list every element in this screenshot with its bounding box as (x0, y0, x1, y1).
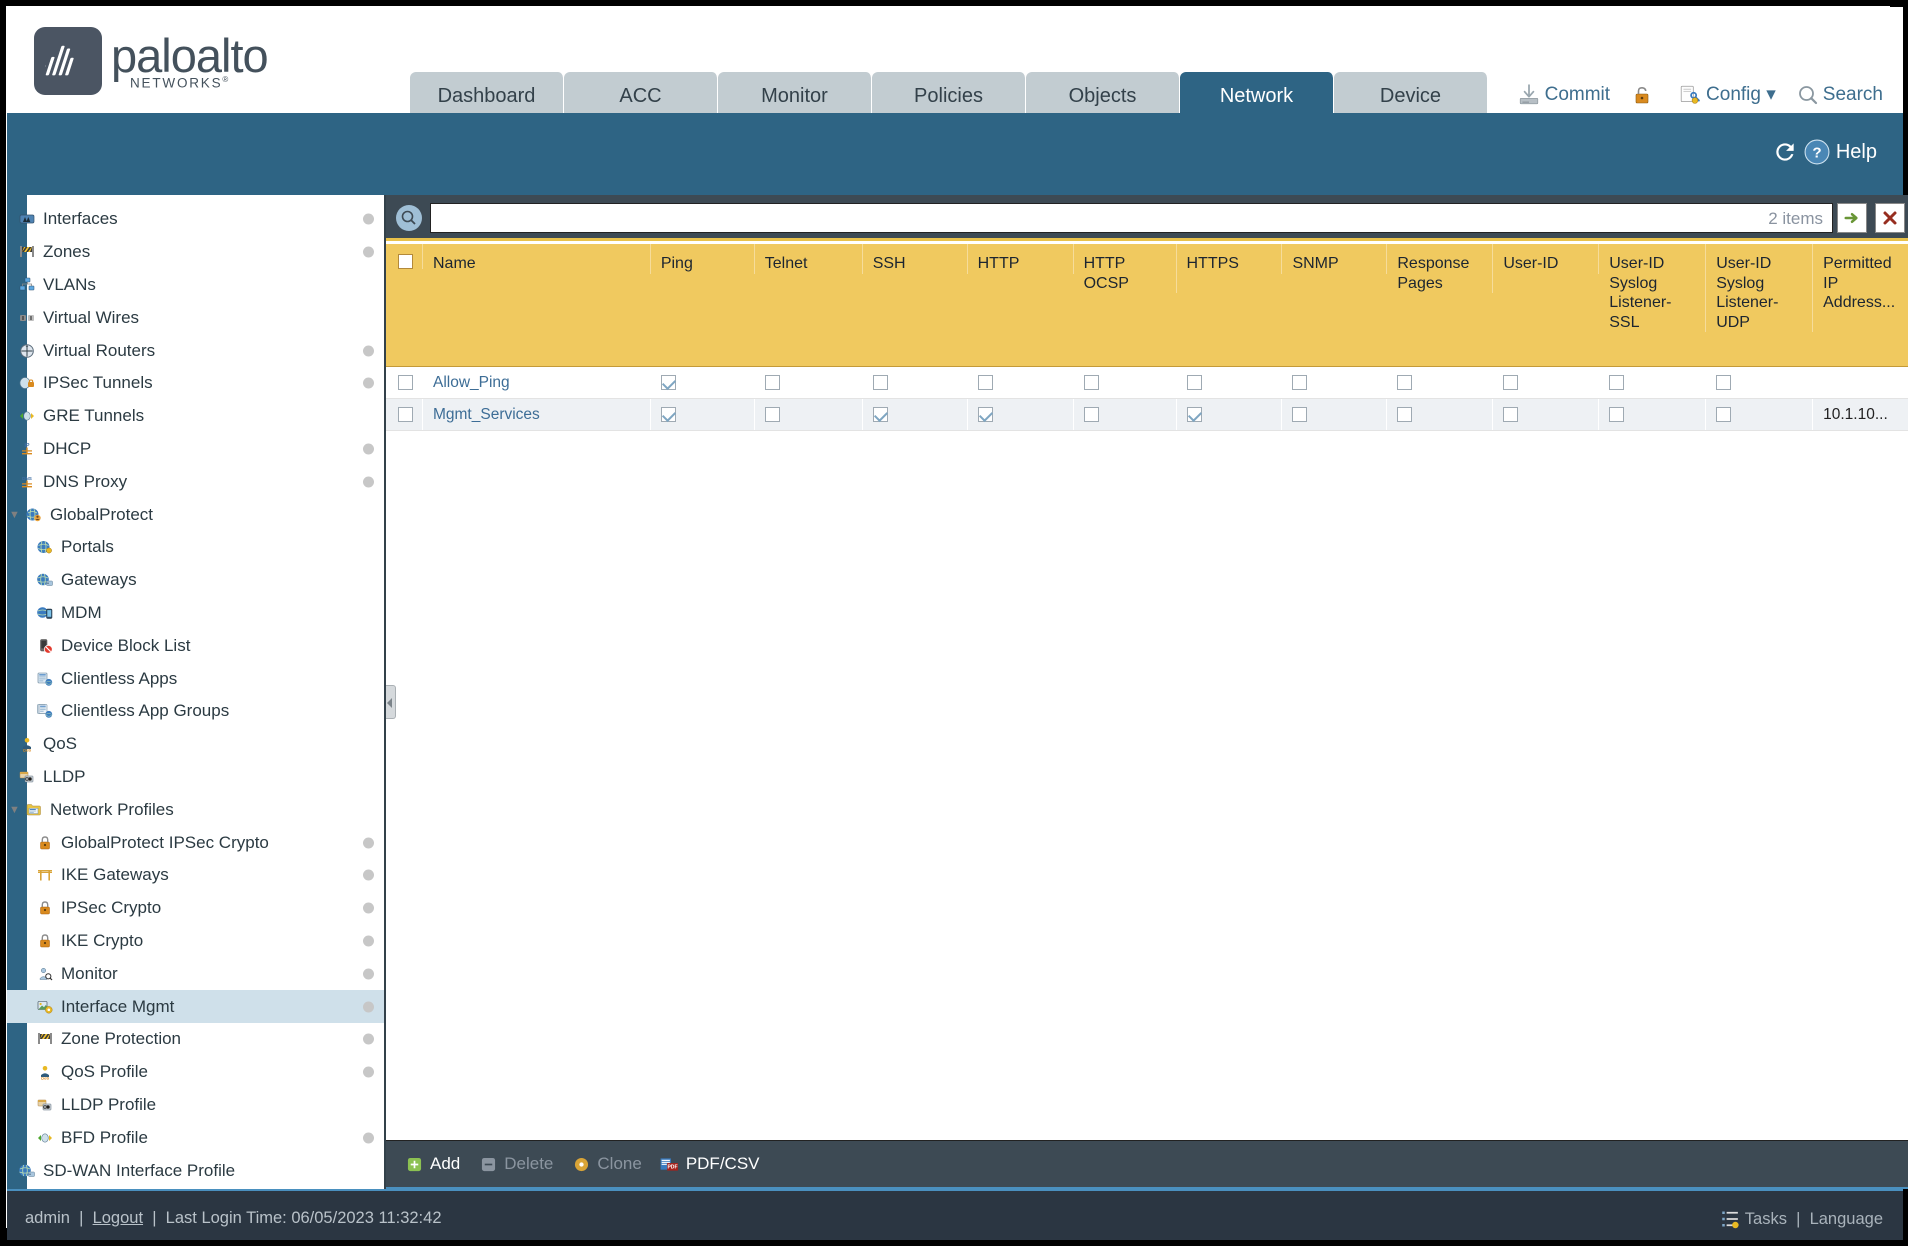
svg-text:QoS: QoS (23, 748, 32, 753)
svg-text:?: ? (1812, 144, 1821, 161)
svg-text:DNS: DNS (22, 476, 32, 481)
svg-text:QoS: QoS (41, 1076, 50, 1081)
svg-text:PDF: PDF (668, 1164, 678, 1170)
